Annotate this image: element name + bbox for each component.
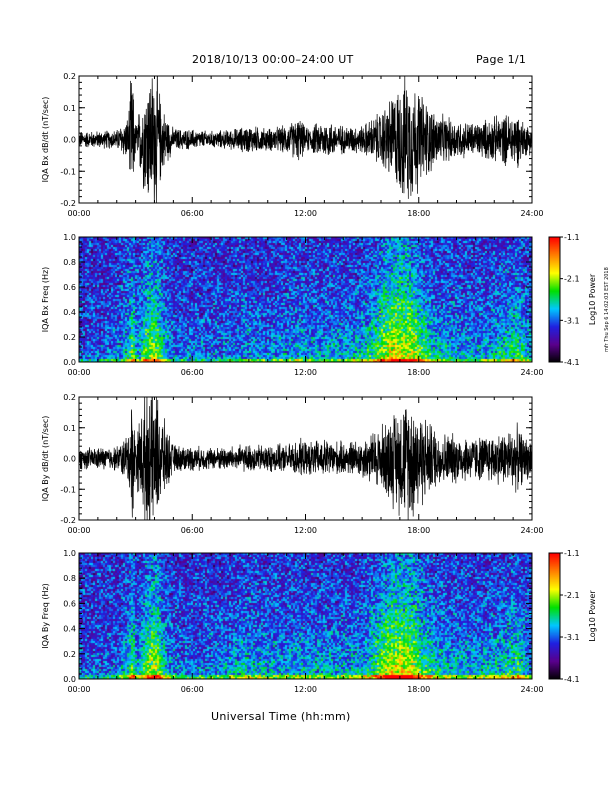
colorbar-frame [548,236,561,363]
colorbar-tick-label: -2.1 [564,275,580,284]
x-tick-label: 18:00 [407,526,430,535]
y-tick-label: -0.2 [60,199,76,208]
panel-3-trace [79,397,532,520]
x-tick-label: 24:00 [520,209,543,218]
panel-4-axes: 00:00 06:00 12:00 18:00 24:00 0.0 0.2 0.4 0.6 0.8… [41,549,544,694]
colorbar-label: Log10 Power [588,273,597,325]
y-tick-label: 0.6 [63,599,76,608]
panel-1-axes: 00:00 06:00 12:00 18:00 24:00 -0.2 -0.1 0.0 0.1 0… [41,72,544,218]
y-tick-label: 0.8 [63,574,76,583]
plot-timestamp: mfr Thu Sep 6 14:02:03 EST 2018 [604,267,610,352]
panel-3-axes: 00:00 06:00 12:00 18:00 24:00 -0.2 -0.1 0.0 0.1 0… [41,393,544,535]
x-tick-label: 12:00 [294,685,317,694]
y-tick-label: 0.4 [63,625,76,634]
x-tick-label: 06:00 [181,526,204,535]
colorbar-gradient [549,553,560,679]
page-title: 2018/10/13 00:00–24:00 UT [192,53,354,66]
colorbar-label: Log10 Power [588,590,597,642]
x-tick-label: 18:00 [407,685,430,694]
colorbar-frame [548,552,561,680]
y-tick-label: 0.0 [63,358,76,367]
x-tick-label: 00:00 [67,526,90,535]
colorbar-tick-label: -2.1 [564,591,580,600]
panel-2-axes: 00:00 06:00 12:00 18:00 24:00 0.0 0.2 0.4 0.6 0.8… [41,233,544,377]
y-tick-label: -0.2 [60,516,76,525]
y-tick-label: 0.2 [63,333,76,342]
y-tick-label: 0.1 [63,424,76,433]
x-tick-label: 24:00 [520,368,543,377]
y-axis-label: IQA By Freq (Hz) [41,583,50,649]
y-tick-label: 0.6 [63,283,76,292]
x-tick-label: 06:00 [181,209,204,218]
y-tick-label: 0.0 [63,455,76,464]
x-tick-label: 12:00 [294,526,317,535]
colorbar-tick-label: -3.1 [564,316,580,325]
y-axis-label: IQA Bx dB/dt (nT/sec) [41,97,50,183]
colorbar-tick-label: -1.1 [564,549,580,558]
colorbar-gradient [549,237,560,362]
y-tick-label: 0.1 [63,104,76,113]
x-tick-label: 24:00 [520,526,543,535]
y-tick-label: 1.0 [63,233,76,242]
panel-1-trace [79,76,532,203]
y-tick-label: 0.2 [63,72,76,81]
y-tick-label: -0.1 [60,485,76,494]
colorbar-tick-label: -1.1 [564,233,580,242]
y-axis-label: IQA Bx Freq (Hz) [41,267,50,333]
y-tick-label: 1.0 [63,549,76,558]
y-tick-label: -0.1 [60,167,76,176]
y-tick-label: 0.4 [63,308,76,317]
x-tick-label: 06:00 [181,368,204,377]
y-tick-label: 0.2 [63,650,76,659]
x-tick-label: 18:00 [407,209,430,218]
x-axis-label: Universal Time (hh:mm) [211,710,351,723]
page-number: Page 1/1 [476,53,527,66]
x-tick-label: 12:00 [294,209,317,218]
x-tick-label: 12:00 [294,368,317,377]
colorbar-tick-label: -4.1 [564,358,580,367]
x-tick-label: 00:00 [67,209,90,218]
panel-2-spectrogram [79,237,532,362]
y-axis-label: IQA By dB/dt (nT/sec) [41,416,50,502]
y-tick-label: 0.2 [63,393,76,402]
x-tick-label: 18:00 [407,368,430,377]
x-tick-label: 00:00 [67,368,90,377]
panel-4-colorbar: -1.1 -2.1 -3.1 -4.1 Log10 Power [548,549,597,684]
y-tick-label: 0.8 [63,258,76,267]
colorbar-tick-label: -3.1 [564,633,580,642]
x-tick-label: 24:00 [520,685,543,694]
x-tick-label: 00:00 [67,685,90,694]
y-tick-label: 0.0 [63,675,76,684]
panel-2-colorbar: -1.1 -2.1 -3.1 -4.1 Log10 Power [548,233,597,367]
y-tick-label: 0.0 [63,136,76,145]
x-tick-label: 06:00 [181,685,204,694]
colorbar-tick-label: -4.1 [564,675,580,684]
panel-4-spectrogram [79,553,532,679]
